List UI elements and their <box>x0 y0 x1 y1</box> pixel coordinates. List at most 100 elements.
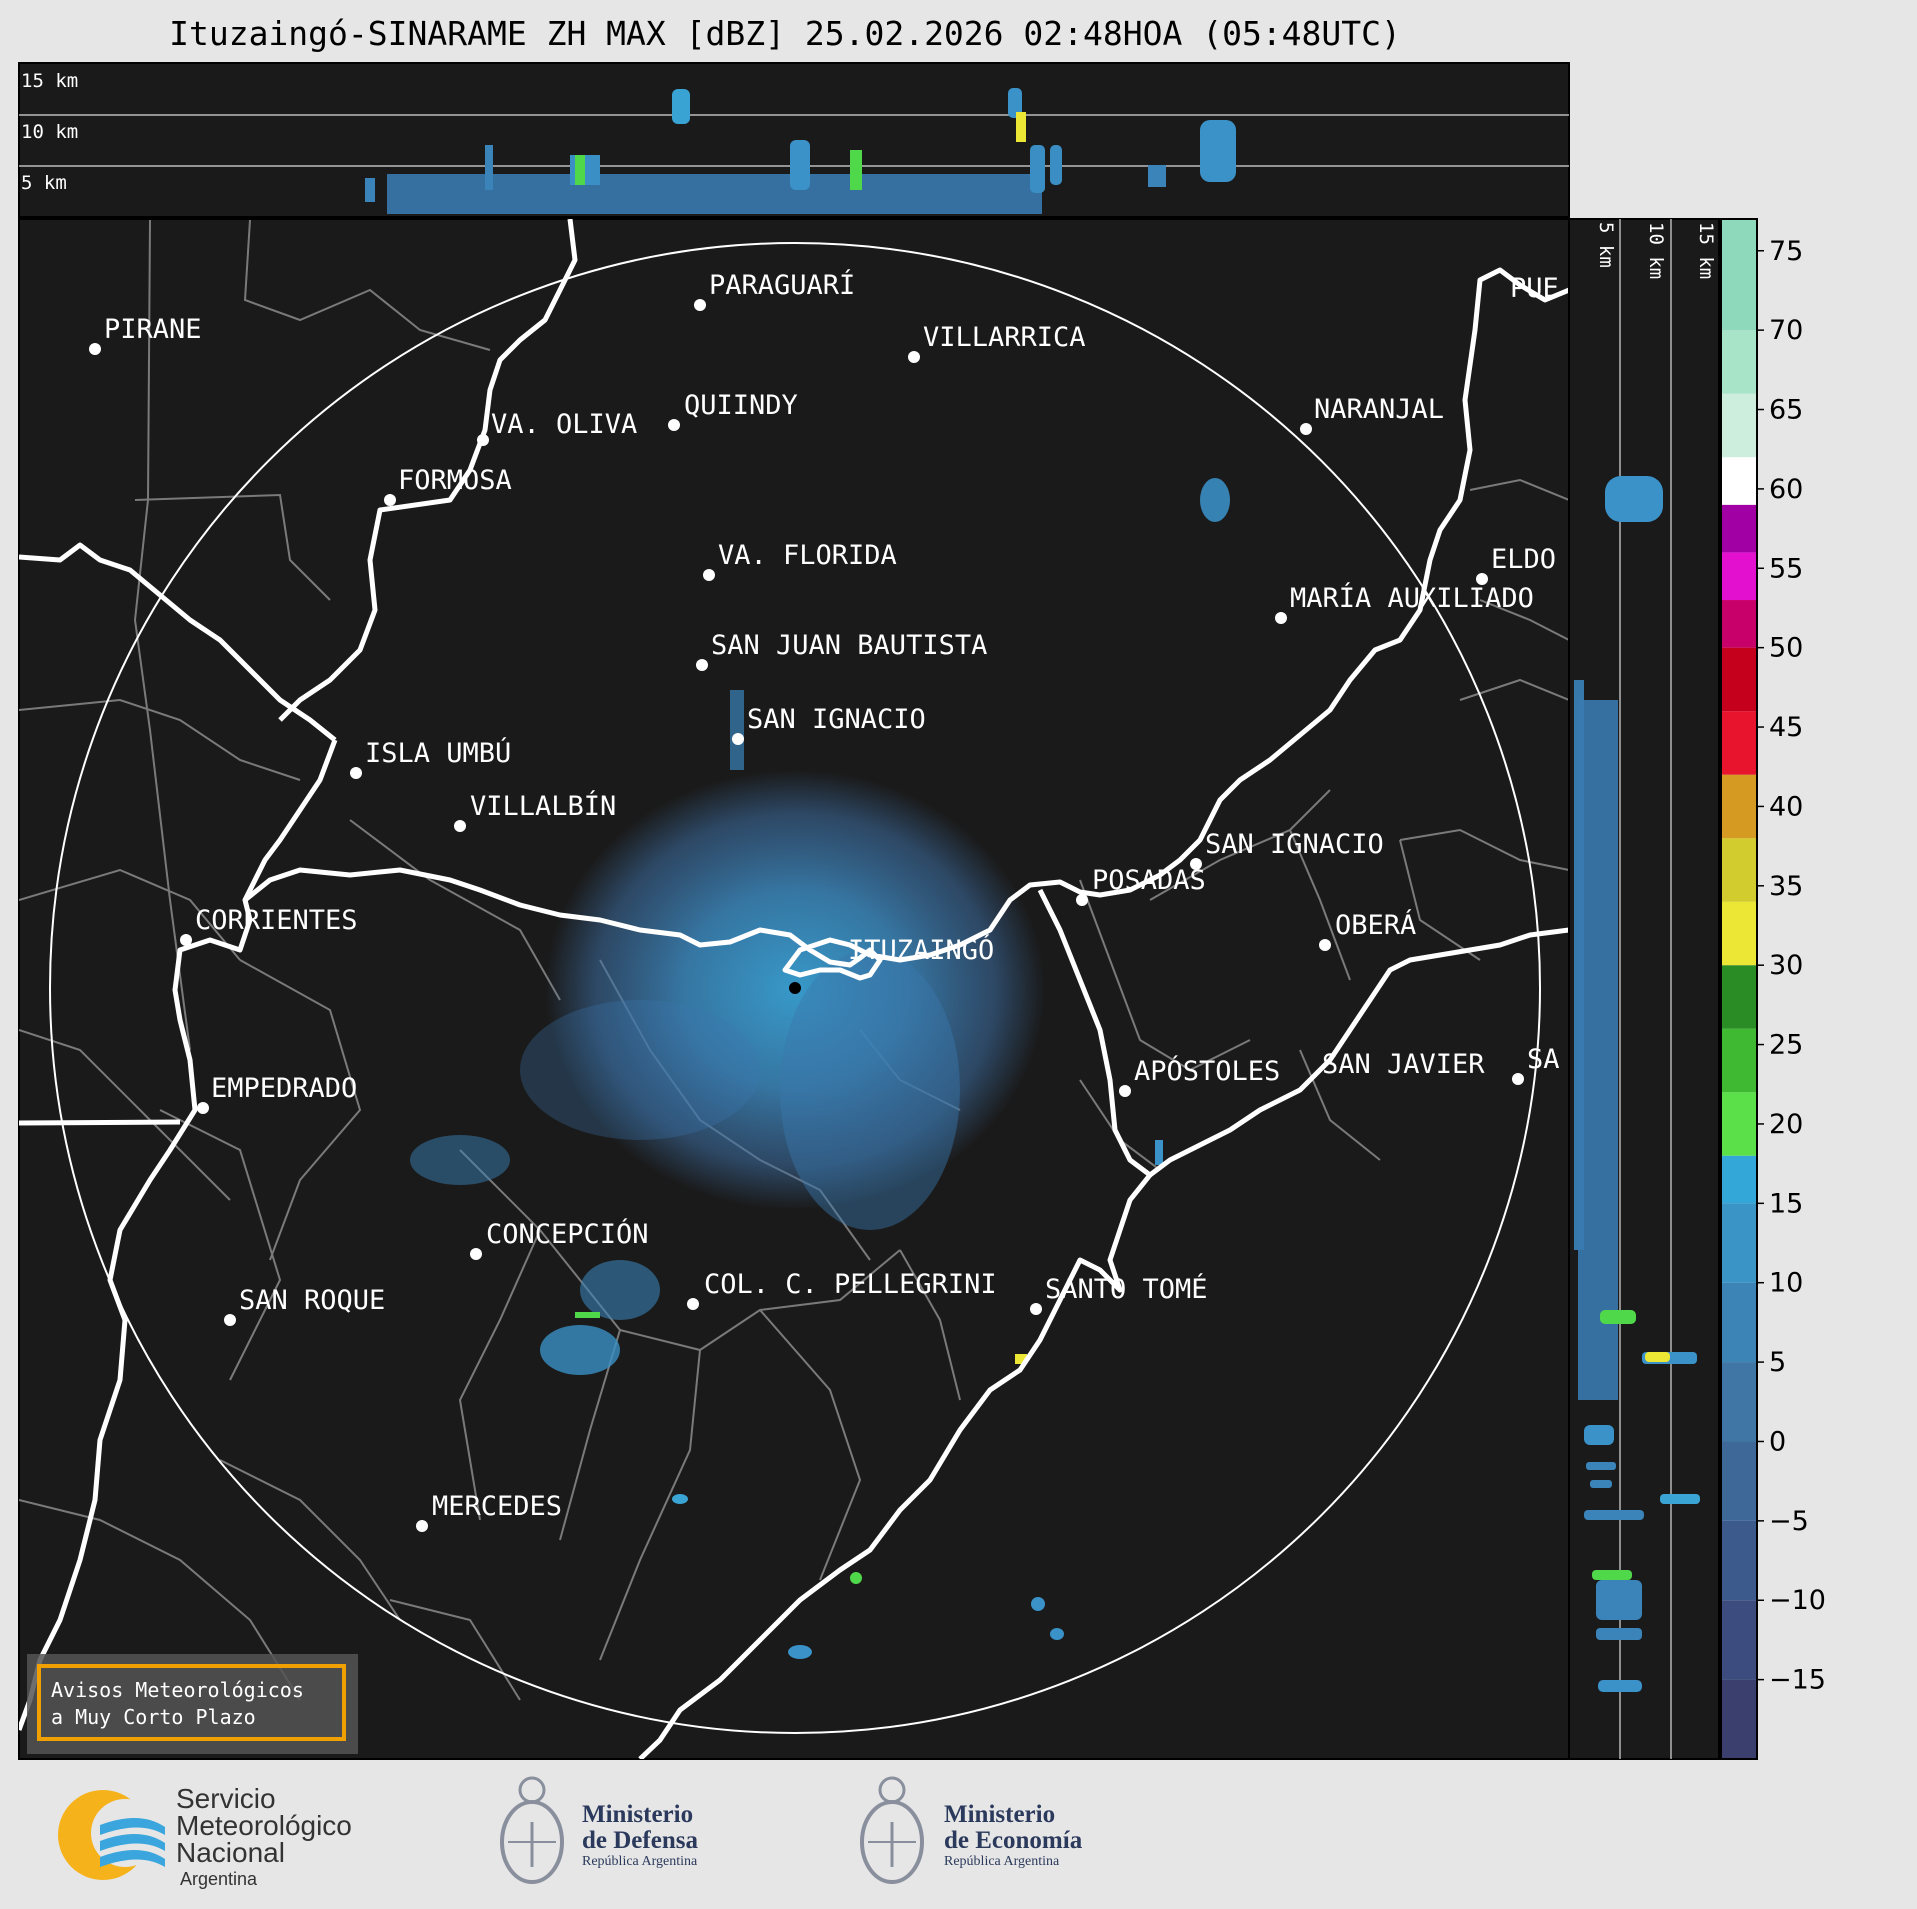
colorbar-segment <box>1721 219 1757 331</box>
colorbar-segment <box>1721 965 1757 1029</box>
footer-logos: Servicio Meteorológico Nacional Argentin… <box>0 1760 1917 1909</box>
side-profile-panel: 5 km 10 km 15 km <box>1568 218 1720 1760</box>
city-quiindy-label: QUIINDY <box>684 390 798 421</box>
city-paraguari-marker <box>694 299 706 311</box>
city-corrientes-label: CORRIENTES <box>195 905 358 936</box>
city-empedrado-label: EMPEDRADO <box>211 1073 357 1104</box>
top-label-15km: 15 km <box>21 70 78 92</box>
colorbar-tick-label: 60 <box>1769 474 1803 505</box>
city-ituzaingo-label: ITUZAINGÓ <box>848 934 994 966</box>
city-villarrica-label: VILLARRICA <box>923 322 1086 353</box>
colorbar-tick-label: −10 <box>1769 1585 1826 1616</box>
city-pirane-label: PIRANE <box>104 314 202 345</box>
colorbar-tick-label: 35 <box>1769 871 1803 902</box>
colorbar-segment <box>1721 647 1757 712</box>
city-col-c-pellegrini-label: COL. C. PELLEGRINI <box>704 1269 997 1300</box>
colorbar-segment <box>1721 1155 1757 1204</box>
warning-line-1: Avisos Meteorológicos <box>51 1678 304 1702</box>
colorbar-segment <box>1721 600 1757 648</box>
side-label-5km: 5 km <box>1595 222 1617 268</box>
city-santo-tome-label: SANTO TOMÉ <box>1045 1273 1208 1305</box>
city-corrientes-marker <box>180 934 192 946</box>
city-va-florida-marker <box>703 569 715 581</box>
colorbar-tick-label: 55 <box>1769 553 1803 584</box>
colorbar-tick-label: 30 <box>1769 950 1803 981</box>
side-label-15km: 15 km <box>1695 222 1717 279</box>
city-posadas-label: POSADAS <box>1092 865 1206 896</box>
top-label-10km: 10 km <box>21 121 78 143</box>
side-profile-echoes <box>1574 476 1700 1692</box>
top-profile-echoes <box>365 88 1236 214</box>
side-label-10km: 10 km <box>1645 222 1667 279</box>
city-san-juan-bautista-marker <box>696 659 708 671</box>
department-boundaries <box>19 219 1569 1701</box>
city-posadas-marker <box>1076 894 1088 906</box>
city-san-roque-label: SAN ROQUE <box>239 1285 385 1316</box>
colorbar-tick-label: 5 <box>1769 1347 1786 1378</box>
city-maria-auxiliado-marker <box>1275 612 1287 624</box>
colorbar-tick-label: 10 <box>1769 1268 1803 1299</box>
city-obera-marker <box>1319 939 1331 951</box>
city-pue-label: PUE <box>1510 273 1559 304</box>
colorbar-tick-label: 25 <box>1769 1030 1803 1061</box>
city-concepcion-marker <box>470 1248 482 1260</box>
colorbar-segment <box>1721 838 1757 902</box>
colorbar-frame <box>1720 218 1758 1760</box>
warning-line-2: a Muy Corto Plazo <box>51 1705 256 1729</box>
colorbar-tick-label: 45 <box>1769 712 1803 743</box>
city-va-oliva-marker <box>477 434 489 446</box>
colorbar-tick-label: 40 <box>1769 791 1803 822</box>
city-mercedes-label: MERCEDES <box>432 1491 562 1522</box>
colorbar-segment <box>1721 393 1757 458</box>
colorbar-tick-label: −5 <box>1769 1506 1809 1537</box>
city-paraguari-label: PARAGUARÍ <box>709 269 855 301</box>
city-mercedes-marker <box>416 1520 428 1532</box>
colorbar-tick-label: 70 <box>1769 315 1803 346</box>
city-naranjal-marker <box>1300 423 1312 435</box>
city-san-ignacio-label: SAN IGNACIO <box>1205 829 1384 860</box>
colorbar-segment <box>1721 1600 1757 1680</box>
economia-logo-text: Ministerio de Economía República Argenti… <box>944 1801 1083 1870</box>
radar-map: PIRANE PARAGUARÍ VILLARRICA VA. OLIVA QUIIND… <box>18 218 1570 1760</box>
colorbar-tick-label: 20 <box>1769 1109 1803 1140</box>
city-eldo-marker <box>1476 573 1488 585</box>
city-isla-umbu-marker <box>350 767 362 779</box>
colorbar-tick-label: 75 <box>1769 236 1803 267</box>
colorbar-segment <box>1721 901 1757 966</box>
city-naranjal-label: NARANJAL <box>1314 394 1444 425</box>
city-va-oliva-label: VA. OLIVA <box>491 409 637 440</box>
city-col-c-pellegrini-marker <box>687 1298 699 1310</box>
top-profile-panel: 15 km 10 km 5 km <box>18 62 1570 218</box>
colorbar-segment <box>1721 1441 1757 1521</box>
city-apostoles-marker <box>1119 1085 1131 1097</box>
colorbar-tick-label: −15 <box>1769 1665 1826 1696</box>
city-ituzaingo-marker <box>789 982 801 994</box>
colorbar-segment <box>1721 1203 1757 1283</box>
range-ring <box>49 242 1541 1734</box>
city-formosa-marker <box>384 494 396 506</box>
colorbar-segment <box>1721 1092 1757 1156</box>
city-sa-marker <box>1512 1073 1524 1085</box>
colorbar-segment <box>1721 774 1757 839</box>
city-isla-umbu-label: ISLA UMBÚ <box>365 737 511 769</box>
colorbar-segment <box>1721 711 1757 775</box>
colorbar-tick-label: 0 <box>1769 1426 1786 1457</box>
city-san-juan-bautista-label: SAN JUAN BAUTISTA <box>711 630 987 661</box>
city-maria-auxiliado-label: MARÍA AUXILIADO <box>1290 582 1534 614</box>
colorbar-segment <box>1721 1679 1757 1759</box>
warning-box[interactable]: Avisos Meteorológicos a Muy Corto Plazo <box>27 1654 358 1754</box>
city-san-roque-marker <box>224 1314 236 1326</box>
city-san-ignacio-label: SAN IGNACIO <box>747 704 926 735</box>
smn-logo-icon <box>58 1790 165 1880</box>
colorbar-segment <box>1721 330 1757 394</box>
city-obera-label: OBERÁ <box>1335 909 1416 941</box>
city-villarrica-marker <box>908 351 920 363</box>
colorbar-segment <box>1721 504 1757 553</box>
colorbar-segment <box>1721 1362 1757 1442</box>
defensa-seal-icon <box>500 1776 564 1884</box>
city-quiindy-marker <box>668 419 680 431</box>
smn-logo-text: Servicio Meteorológico Nacional Argentin… <box>176 1783 352 1890</box>
colorbar-segment <box>1721 1520 1757 1601</box>
